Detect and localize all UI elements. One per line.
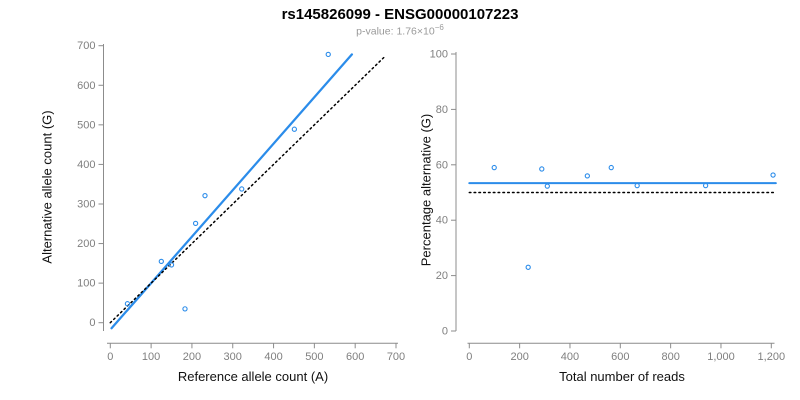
y-tick-label: 0 [442,326,448,338]
scatter-point[interactable] [584,173,590,179]
x-tick-label: 1,000 [707,351,735,363]
y-tick-label: 400 [77,159,95,171]
scatter-point[interactable] [608,164,614,171]
scatter-point[interactable] [202,193,208,199]
y-tick-label: 200 [77,238,95,250]
identity-line [109,55,386,324]
y-tick-label: 600 [77,80,95,92]
scatter-point[interactable] [325,51,331,58]
x-tick-label: 700 [387,351,405,363]
y-tick-label: 500 [77,119,95,131]
scatter-point[interactable] [634,182,640,189]
y-tick-label: 60 [436,159,448,171]
y-tick-label: 100 [430,49,448,61]
x-tick-label: 800 [661,351,679,363]
scatter-point[interactable] [124,301,131,307]
y-tick-label: 40 [436,215,448,227]
scatter-point[interactable] [239,186,245,192]
scatter-point[interactable] [544,183,550,189]
scatter-point[interactable] [168,262,175,268]
x-tick-label: 500 [305,351,323,363]
scatter-point[interactable] [158,258,164,265]
pvalue-subtitle: p-value: 1.76×10−6 [0,23,800,38]
scatter-point[interactable] [702,182,709,189]
x-tick-label: 300 [224,351,242,363]
right-y-axis-title: Percentage alternative (G) [418,113,434,267]
x-tick-label: 0 [466,351,472,363]
y-tick-label: 80 [436,104,448,116]
scatter-point[interactable] [770,172,776,178]
scatter-point[interactable] [192,220,199,227]
y-tick-label: 0 [89,317,95,329]
x-tick-label: 100 [142,351,160,363]
pvalue-exponent: −6 [434,23,444,32]
x-tick-label: 200 [183,351,201,363]
scatter-point[interactable] [491,164,497,171]
x-tick-label: 200 [510,351,528,363]
page-title: rs145826099 - ENSG00000107223 [281,6,519,23]
x-tick-label: 600 [346,351,364,363]
x-tick-label: 600 [611,351,629,363]
right-x-axis-title: Total number of reads [559,369,685,384]
y-tick-label: 100 [77,278,95,290]
x-tick-label: 400 [264,351,282,363]
x-tick-label: 1,200 [758,351,786,363]
pvalue-text: p-value: 1.76×10 [356,25,435,38]
x-tick-label: 400 [561,351,579,363]
left-y-axis-title: Alternative allele count (G) [39,110,55,264]
y-tick-label: 300 [77,198,95,210]
y-tick-label: 700 [77,40,95,52]
scatter-point[interactable] [525,264,531,270]
x-tick-label: 0 [107,351,113,363]
scatter-point[interactable] [291,126,298,132]
regression-line [110,53,354,330]
y-tick-label: 20 [436,270,448,282]
scatter-point[interactable] [182,306,188,312]
scatter-point[interactable] [539,166,545,172]
left-x-axis-title: Reference allele count (A) [177,369,329,384]
